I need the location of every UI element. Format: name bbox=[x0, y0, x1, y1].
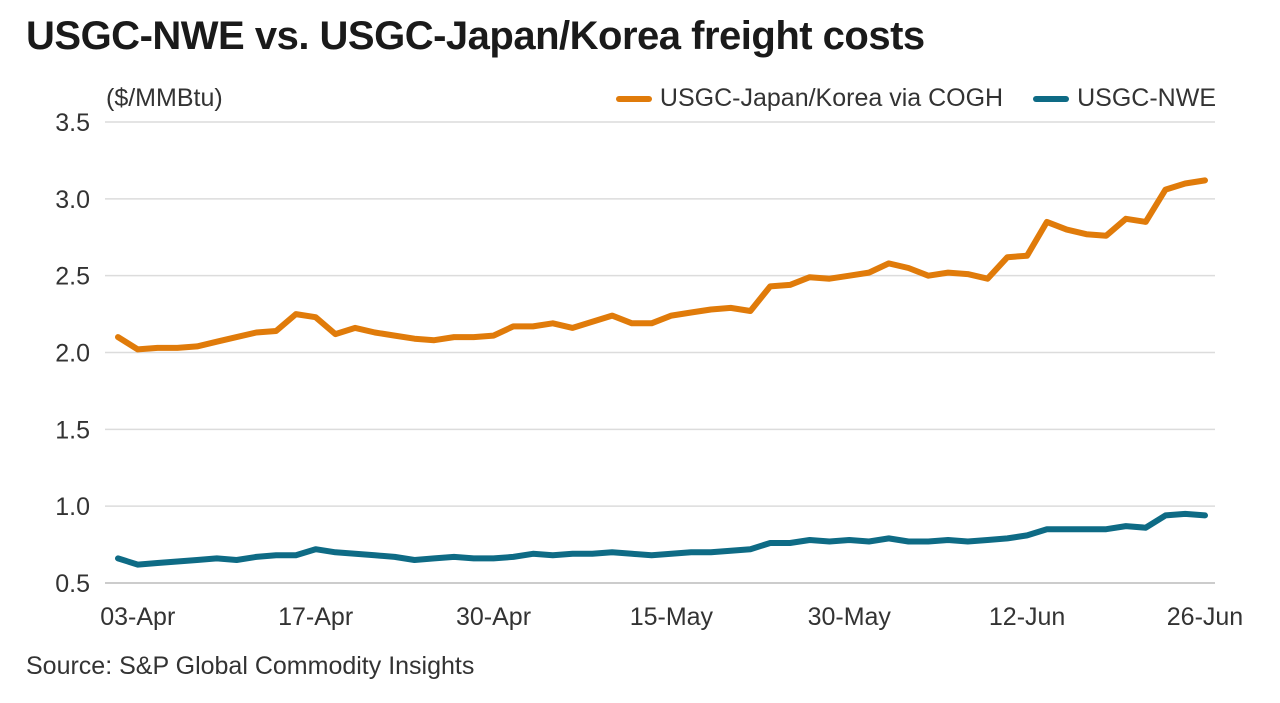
legend-swatch-nwe bbox=[1033, 95, 1070, 102]
x-tick-label: 26-Jun bbox=[1167, 603, 1243, 631]
x-tick-label: 12-Jun bbox=[989, 603, 1065, 631]
y-tick-label: 2.5 bbox=[55, 263, 90, 291]
source-note: Source: S&P Global Commodity Insights bbox=[26, 652, 475, 680]
series-line-japan-korea bbox=[115, 177, 1208, 353]
x-tick-label: 30-May bbox=[808, 603, 892, 631]
legend-label: USGC-Japan/Korea via COGH bbox=[659, 84, 1004, 112]
x-tick-label: 30-Apr bbox=[456, 603, 531, 631]
chart-title: USGC-NWE vs. USGC-Japan/Korea freight co… bbox=[26, 14, 925, 58]
y-tick-label: 1.0 bbox=[55, 493, 90, 521]
y-tick-label: 2.0 bbox=[55, 340, 90, 368]
y-tick-label: 3.0 bbox=[55, 186, 90, 214]
y-tick-label: 3.5 bbox=[55, 109, 90, 137]
x-tick-label: 17-Apr bbox=[278, 603, 353, 631]
legend-label: USGC-NWE bbox=[1077, 84, 1216, 112]
series-line-nwe bbox=[115, 510, 1208, 568]
legend-swatch-japan-korea bbox=[615, 95, 652, 102]
y-tick-label: 1.5 bbox=[55, 416, 90, 444]
y-tick-label: 0.5 bbox=[55, 570, 90, 598]
legend: USGC-Japan/Korea via COGH USGC-NWE bbox=[615, 84, 1216, 113]
legend-item-japan-korea: USGC-Japan/Korea via COGH bbox=[615, 84, 1004, 113]
x-tick-label: 15-May bbox=[630, 603, 714, 631]
y-axis-unit-label: ($/MMBtu) bbox=[106, 84, 223, 112]
x-tick-label: 03-Apr bbox=[100, 603, 175, 631]
legend-item-nwe: USGC-NWE bbox=[1033, 84, 1216, 113]
